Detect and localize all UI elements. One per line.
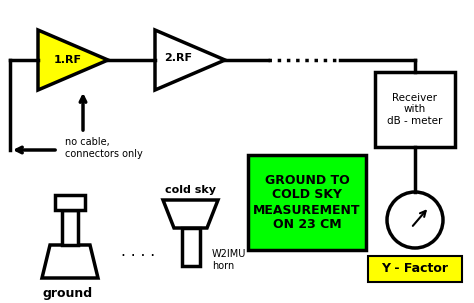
Bar xyxy=(368,256,462,282)
Polygon shape xyxy=(163,200,218,228)
Text: 1.RF: 1.RF xyxy=(54,55,82,65)
Circle shape xyxy=(387,192,443,248)
Bar xyxy=(62,210,78,245)
Bar xyxy=(248,155,366,250)
Text: W2IMU
horn: W2IMU horn xyxy=(212,249,246,271)
Bar xyxy=(375,72,455,147)
Text: GROUND TO
COLD SKY
MEASUREMENT
ON 23 CM: GROUND TO COLD SKY MEASUREMENT ON 23 CM xyxy=(253,174,361,231)
Polygon shape xyxy=(155,30,225,90)
Text: 2.RF: 2.RF xyxy=(164,53,192,63)
Text: . . . .: . . . . xyxy=(121,245,155,259)
Polygon shape xyxy=(38,30,108,90)
Text: Y - Factor: Y - Factor xyxy=(382,262,448,275)
Polygon shape xyxy=(42,245,98,278)
Text: Receiver
with
dB - meter: Receiver with dB - meter xyxy=(387,93,443,126)
Text: ground: ground xyxy=(43,288,93,301)
Bar xyxy=(55,195,85,210)
Text: cold sky: cold sky xyxy=(165,185,217,195)
Text: no cable,
connectors only: no cable, connectors only xyxy=(65,137,143,159)
Bar xyxy=(182,228,200,266)
